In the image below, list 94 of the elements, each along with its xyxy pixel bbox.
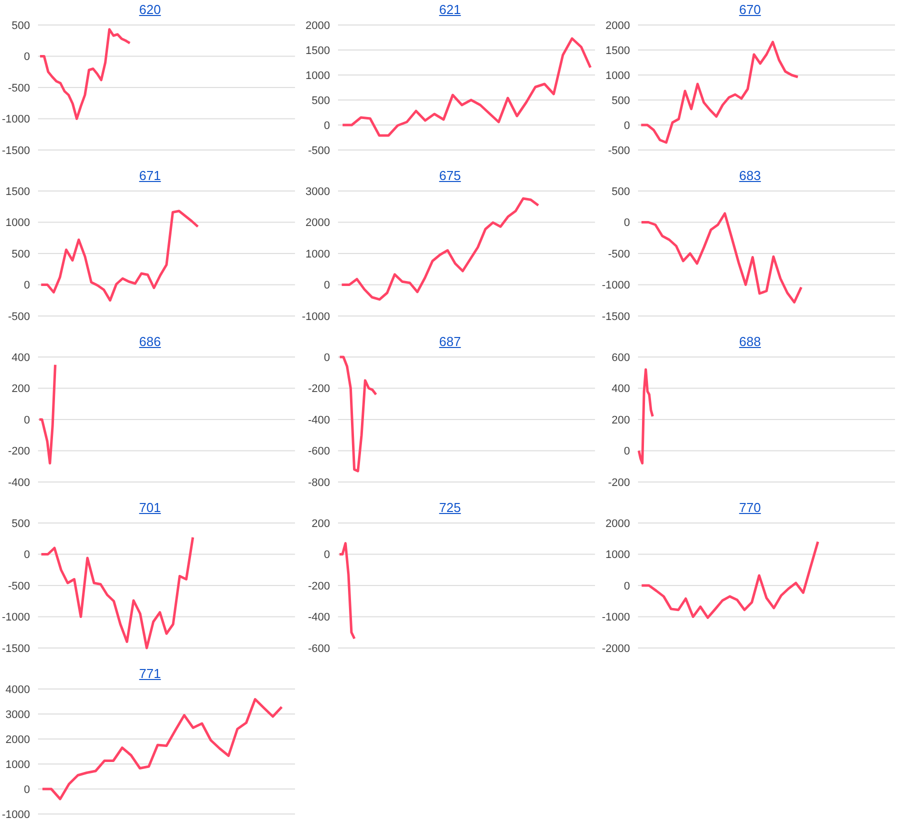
y-tick-label: 1500 bbox=[306, 44, 330, 57]
chart-title: 686 bbox=[138, 333, 162, 351]
chart-title: 771 bbox=[138, 665, 162, 683]
y-tick-label: 500 bbox=[312, 94, 330, 107]
y-tick-label: 1000 bbox=[306, 70, 330, 82]
y-tick-label: 0 bbox=[324, 280, 330, 292]
y-tick-label: -200 bbox=[8, 446, 30, 458]
y-tick-label: 1000 bbox=[606, 549, 630, 562]
y-tick-label: -500 bbox=[308, 144, 330, 157]
y-tick-label: -1500 bbox=[602, 310, 630, 323]
y-tick-label: -1500 bbox=[2, 642, 30, 655]
y-tick-label: 400 bbox=[612, 383, 630, 396]
y-tick-label: 400 bbox=[12, 352, 30, 364]
y-tick-label: -1000 bbox=[602, 280, 630, 292]
chart-title: 675 bbox=[438, 167, 462, 185]
chart-title: 670 bbox=[738, 1, 762, 19]
y-tick-label: 0 bbox=[624, 120, 630, 132]
y-tick-label: 0 bbox=[624, 446, 630, 458]
y-tick-label: 500 bbox=[12, 518, 30, 530]
y-tick-label: 200 bbox=[612, 414, 630, 426]
y-tick-label: 2000 bbox=[306, 20, 330, 32]
y-tick-label: -500 bbox=[8, 82, 30, 94]
y-tick-label: 1500 bbox=[6, 186, 30, 198]
y-tick-label: -1500 bbox=[2, 144, 30, 157]
chart-title: 687 bbox=[438, 333, 462, 351]
y-tick-label: 1000 bbox=[606, 70, 630, 82]
chart-title: 701 bbox=[138, 499, 162, 517]
line-series bbox=[40, 536, 194, 650]
y-tick-label: 600 bbox=[612, 352, 630, 364]
chart-title: 683 bbox=[738, 167, 762, 185]
chart-title: 620 bbox=[138, 1, 162, 19]
y-tick-label: 2000 bbox=[6, 734, 30, 746]
y-tick-label: 1000 bbox=[6, 758, 30, 771]
chart-title: 725 bbox=[438, 499, 462, 517]
y-tick-label: 1500 bbox=[606, 44, 630, 57]
y-tick-label: -600 bbox=[308, 446, 330, 458]
line-series bbox=[41, 698, 283, 800]
chart-title: 671 bbox=[138, 167, 162, 185]
y-tick-label: -1000 bbox=[2, 808, 30, 821]
y-tick-label: 2000 bbox=[606, 518, 630, 530]
y-tick-label: -800 bbox=[308, 476, 330, 489]
y-tick-label: 0 bbox=[24, 549, 30, 562]
line-series bbox=[338, 542, 356, 640]
chart-title: 621 bbox=[438, 1, 462, 19]
line-series bbox=[38, 364, 56, 464]
y-tick-label: -1000 bbox=[2, 612, 30, 624]
y-tick-label: 2000 bbox=[606, 20, 630, 32]
y-tick-label: -1000 bbox=[2, 114, 30, 126]
y-tick-label: -200 bbox=[608, 476, 630, 489]
y-tick-label: -500 bbox=[8, 580, 30, 592]
y-tick-label: -600 bbox=[308, 642, 330, 655]
line-series bbox=[638, 368, 654, 464]
y-tick-label: 4000 bbox=[6, 684, 30, 696]
line-series bbox=[640, 212, 802, 304]
y-tick-label: -1000 bbox=[602, 612, 630, 624]
y-tick-label: 0 bbox=[24, 784, 30, 796]
y-tick-label: 0 bbox=[624, 217, 630, 230]
line-series bbox=[40, 210, 200, 302]
y-tick-label: 500 bbox=[612, 94, 630, 107]
y-tick-label: -500 bbox=[608, 144, 630, 157]
line-series bbox=[340, 197, 540, 301]
y-tick-label: 500 bbox=[12, 248, 30, 260]
y-tick-label: 500 bbox=[612, 186, 630, 198]
y-tick-label: -400 bbox=[308, 612, 330, 624]
y-tick-label: -400 bbox=[8, 476, 30, 489]
y-tick-label: -2000 bbox=[602, 642, 630, 655]
y-tick-label: 200 bbox=[312, 518, 330, 530]
chart-title: 688 bbox=[738, 333, 762, 351]
y-tick-label: 0 bbox=[24, 280, 30, 292]
y-tick-label: 3000 bbox=[6, 708, 30, 721]
y-tick-label: 1000 bbox=[306, 248, 330, 260]
y-tick-label: 3000 bbox=[306, 186, 330, 198]
y-tick-label: 0 bbox=[624, 580, 630, 592]
y-tick-label: -500 bbox=[608, 248, 630, 260]
line-series bbox=[38, 28, 132, 120]
y-tick-label: 200 bbox=[12, 383, 30, 396]
line-series bbox=[640, 540, 820, 619]
y-tick-label: 500 bbox=[12, 20, 30, 32]
y-tick-label: -400 bbox=[308, 414, 330, 426]
y-tick-label: -500 bbox=[8, 310, 30, 323]
line-series bbox=[341, 37, 592, 137]
y-tick-label: 2000 bbox=[306, 217, 330, 230]
y-tick-label: 0 bbox=[24, 51, 30, 64]
y-tick-label: -200 bbox=[308, 383, 330, 396]
y-tick-label: -1000 bbox=[302, 310, 330, 323]
chart-title: 770 bbox=[738, 499, 762, 517]
y-tick-label: 0 bbox=[324, 549, 330, 562]
line-series bbox=[338, 356, 378, 472]
y-tick-label: 1000 bbox=[6, 217, 30, 230]
y-tick-label: -200 bbox=[308, 580, 330, 592]
line-series bbox=[640, 40, 800, 144]
y-tick-label: 0 bbox=[324, 352, 330, 364]
y-tick-label: 0 bbox=[324, 120, 330, 132]
y-tick-label: 0 bbox=[24, 414, 30, 426]
